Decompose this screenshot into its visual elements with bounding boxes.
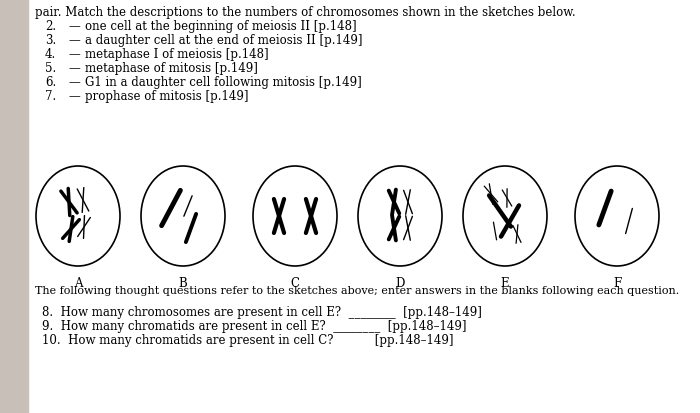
Text: —: — — [68, 34, 80, 47]
Text: —: — — [68, 48, 80, 61]
Text: G1 in a daughter cell following mitosis [p.149]: G1 in a daughter cell following mitosis … — [85, 76, 362, 89]
Text: prophase of mitosis [p.149]: prophase of mitosis [p.149] — [85, 90, 248, 103]
Text: —: — — [68, 90, 80, 103]
Text: D: D — [395, 276, 405, 289]
Ellipse shape — [575, 166, 659, 266]
Text: F: F — [613, 276, 621, 289]
Text: 6.: 6. — [45, 76, 56, 89]
Text: metaphase I of meiosis [p.148]: metaphase I of meiosis [p.148] — [85, 48, 269, 61]
Text: 2.: 2. — [45, 20, 56, 33]
Text: one cell at the beginning of meiosis II [p.148]: one cell at the beginning of meiosis II … — [85, 20, 356, 33]
Text: E: E — [500, 276, 510, 289]
Text: 7.: 7. — [45, 90, 56, 103]
Text: 9.  How many chromatids are present in cell E?  ________  [pp.148–149]: 9. How many chromatids are present in ce… — [42, 319, 466, 332]
Ellipse shape — [253, 166, 337, 266]
Text: The following thought questions refer to the sketches above; enter answers in th: The following thought questions refer to… — [35, 285, 679, 295]
Text: —: — — [68, 20, 80, 33]
Text: pair. Match the descriptions to the numbers of chromosomes shown in the sketches: pair. Match the descriptions to the numb… — [35, 6, 575, 19]
Text: metaphase of mitosis [p.149]: metaphase of mitosis [p.149] — [85, 62, 258, 75]
Text: —: — — [68, 62, 80, 75]
Text: A: A — [74, 276, 83, 289]
Text: 5.: 5. — [45, 62, 56, 75]
Bar — [0, 0, 28, 413]
Ellipse shape — [36, 166, 120, 266]
Text: —: — — [68, 76, 80, 89]
Text: 3.: 3. — [45, 34, 56, 47]
Ellipse shape — [141, 166, 225, 266]
Ellipse shape — [463, 166, 547, 266]
Text: a daughter cell at the end of meiosis II [p.149]: a daughter cell at the end of meiosis II… — [85, 34, 363, 47]
Text: B: B — [178, 276, 188, 289]
Text: 4.: 4. — [45, 48, 56, 61]
Text: 8.  How many chromosomes are present in cell E?  ________  [pp.148–149]: 8. How many chromosomes are present in c… — [42, 305, 482, 318]
Text: C: C — [290, 276, 300, 289]
Text: 10.  How many chromatids are present in cell C?           [pp.148–149]: 10. How many chromatids are present in c… — [42, 333, 454, 346]
Ellipse shape — [358, 166, 442, 266]
